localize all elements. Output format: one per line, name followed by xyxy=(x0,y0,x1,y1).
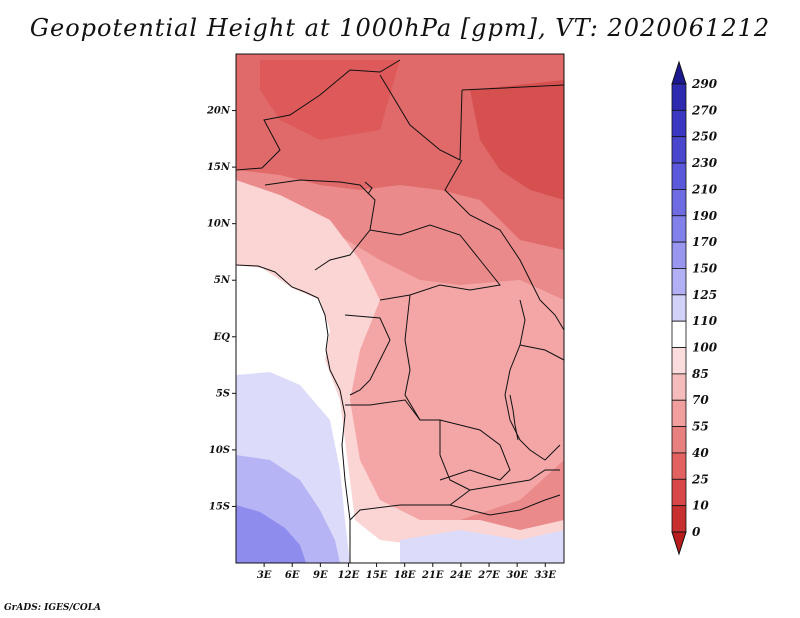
border-zambia xyxy=(449,469,561,516)
colorbar-bin xyxy=(671,399,687,427)
colorbar-bin xyxy=(671,109,687,138)
colorbar-bin xyxy=(671,505,687,533)
field-region-deep-blue xyxy=(236,505,306,563)
latitude-axis: 20N 15N 10N 5N EQ 5S 10S 15S xyxy=(206,106,236,512)
border-drc xyxy=(404,294,511,481)
lat-label: 10N xyxy=(207,219,231,230)
field-shading xyxy=(236,54,564,563)
border-sudan xyxy=(444,84,564,301)
colorbar-label: 210 xyxy=(691,182,718,196)
lat-label: EQ xyxy=(213,332,231,343)
lon-label: 18E xyxy=(394,570,416,581)
lat-label: 5N xyxy=(214,275,231,286)
colorbar-label: 100 xyxy=(692,341,718,355)
border-east-africa xyxy=(519,299,564,361)
lon-label: 15E xyxy=(366,570,388,581)
border-congo xyxy=(344,314,391,396)
colorbar-bin xyxy=(671,162,687,190)
colorbar-bin xyxy=(671,347,687,375)
colorbar-bin xyxy=(671,373,687,401)
lat-label: 20N xyxy=(206,106,231,117)
colorbar-bin xyxy=(671,426,687,454)
colorbar-label: 125 xyxy=(692,288,717,302)
colorbar-label: 190 xyxy=(692,209,718,223)
colorbar-bin xyxy=(671,241,687,269)
lon-label: 3E xyxy=(257,570,272,581)
lon-label: 6E xyxy=(285,570,300,581)
colorbar-bin xyxy=(671,478,687,507)
lat-label: 10S xyxy=(209,445,230,456)
colorbar-bin xyxy=(671,320,687,348)
colorbar-label: 230 xyxy=(691,156,718,170)
colorbar-bin xyxy=(671,268,687,296)
colorbar-bin xyxy=(671,83,687,111)
colorbar-bin xyxy=(671,189,687,217)
lon-label: 21E xyxy=(421,570,444,581)
border-nigeria xyxy=(264,179,376,271)
colorbar-label: 110 xyxy=(692,314,718,328)
lon-label: 9E xyxy=(313,570,328,581)
colorbar-label: 40 xyxy=(692,446,709,460)
border-car xyxy=(369,224,501,301)
colorbar-top-arrow xyxy=(671,60,687,85)
border-chad xyxy=(379,74,463,161)
colorbar-bottom-arrow xyxy=(671,531,687,556)
colorbar-bin xyxy=(671,136,687,164)
colorbar-label: 85 xyxy=(692,367,709,381)
lon-label: 30E xyxy=(506,570,528,581)
lake-tanganyika xyxy=(509,394,519,441)
colorbar-bin xyxy=(671,215,687,243)
lon-label: 24E xyxy=(449,570,472,581)
border-angola xyxy=(345,399,471,521)
colorbar-label: 0 xyxy=(692,525,701,539)
colorbar-label: 290 xyxy=(691,77,718,91)
map-frame xyxy=(235,53,565,564)
field-region-light-blue-south xyxy=(400,530,564,563)
colorbar-label: 270 xyxy=(691,103,718,117)
country-boundaries xyxy=(236,59,564,563)
lon-label: 12E xyxy=(338,570,360,581)
colorbar-label: 170 xyxy=(692,235,718,249)
border-sahara-north xyxy=(236,59,401,171)
longitude-axis: 3E 6E 9E 12E 15E 18E 21E 24E 27E 30E 33E xyxy=(257,563,556,581)
map-title: Geopotential Height at 1000hPa [gpm], VT… xyxy=(29,14,771,42)
colorbar-label: 250 xyxy=(691,130,718,144)
lake-chad xyxy=(364,181,373,195)
grads-credit: GrADS: IGES/COLA xyxy=(4,603,102,613)
colorbar-label: 150 xyxy=(692,261,718,275)
lat-label: 15S xyxy=(209,501,230,512)
colorbar: 2902702502302101901701501251101008570554… xyxy=(671,60,718,556)
lon-label: 27E xyxy=(477,570,500,581)
lat-label: 15N xyxy=(207,162,231,173)
field-region-deep-red-northeast xyxy=(470,80,564,200)
border-great-lakes xyxy=(504,299,561,461)
coastline-west-africa xyxy=(236,264,351,563)
field-region-deep-red-northwest xyxy=(260,60,400,140)
lat-label: 5S xyxy=(216,388,230,399)
colorbar-label: 10 xyxy=(692,499,709,513)
colorbar-label: 25 xyxy=(691,472,709,486)
colorbar-bin xyxy=(671,294,687,322)
colorbar-label: 70 xyxy=(692,393,709,407)
colorbar-bin xyxy=(671,452,687,480)
colorbar-label: 55 xyxy=(692,420,709,434)
lon-label: 33E xyxy=(534,570,556,581)
